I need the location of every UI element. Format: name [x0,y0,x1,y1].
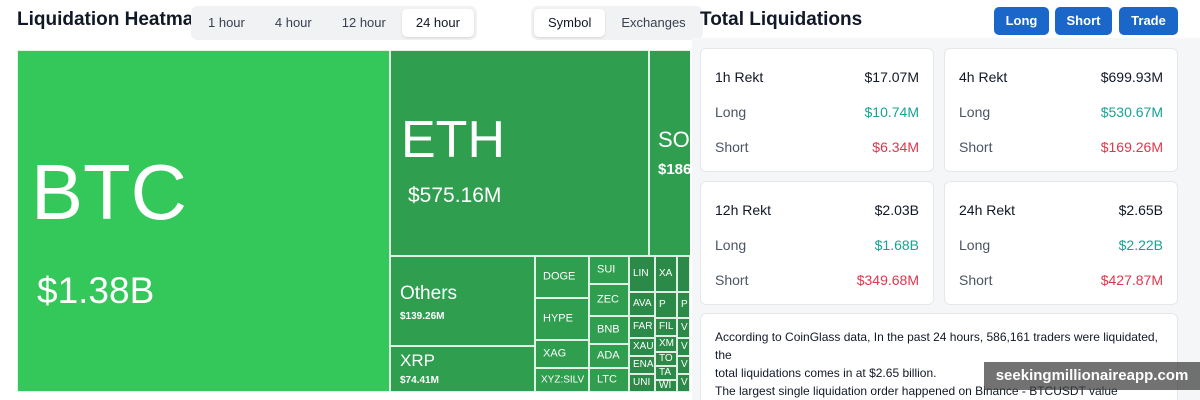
long-button[interactable]: Long [994,7,1049,35]
tile-value: $74.41M [400,375,439,386]
tile-value: $575.16M [408,184,502,207]
heatmap-tile-small[interactable]: AVA [629,292,655,316]
heatmap-tile-sol[interactable]: SOL $186 [649,50,690,256]
heatmap-tile-others[interactable]: Others $139.26M [390,256,535,346]
tab-exchanges[interactable]: Exchanges [621,15,686,30]
view-selector: Symbol Exchanges [531,6,703,40]
heatmap-tile-small[interactable]: P [655,292,677,318]
short-label: Short [715,139,749,155]
heatmap-tile-small[interactable]: WI [655,380,677,392]
tile-value: $186 [658,161,690,178]
long-label: Long [959,104,991,120]
long-value: $10.74M [864,104,919,120]
tab-symbol[interactable]: Symbol [534,9,606,37]
short-label: Short [959,272,993,288]
card-total: $2.65B [1118,202,1163,218]
rekt-card-12h: 12h Rekt $2.03B Long $1.68B Short $349.68M [700,181,934,305]
long-label: Long [959,237,991,253]
heatmap-tile-btc[interactable]: BTC $1.38B [17,50,390,392]
short-label: Short [715,272,749,288]
tab-4-hour[interactable]: 4 hour [274,15,312,30]
watermark: seekingmillionaireapp.com [984,362,1200,390]
heatmap-tile-small[interactable]: HYPE [535,298,589,340]
tile-symbol: BTC [31,148,187,236]
heatmap-tile-small[interactable] [677,256,690,292]
heatmap-tile-small[interactable]: FAR [629,316,655,338]
heatmap-tile-small[interactable]: LIN [629,256,655,292]
heatmap-tile-small[interactable]: XAG [535,340,589,368]
short-button[interactable]: Short [1055,7,1112,35]
heatmap-tile-small[interactable]: FIL [655,318,677,336]
tile-symbol: XRP [400,351,435,370]
card-total: $2.03B [874,202,919,218]
total-liquidations-title: Total Liquidations [700,9,863,30]
short-label: Short [959,139,993,155]
heatmap-tile-small[interactable]: ADA [589,344,629,368]
card-title: 24h Rekt [959,202,1016,218]
heatmap-tile-eth[interactable]: ETH $575.16M [390,50,649,256]
heatmap-tile-small[interactable]: XA [655,256,677,292]
heatmap-tile-small[interactable]: V [677,356,690,374]
trade-button[interactable]: Trade [1119,7,1178,35]
heatmap-tile-small[interactable]: UNI [629,374,655,392]
heatmap-tile-xrp[interactable]: XRP $74.41M [390,346,535,392]
timeframe-selector: 1 hour 4 hour 12 hour 24 hour [191,6,477,40]
card-total: $699.93M [1100,69,1163,85]
heatmap-tile-small[interactable]: V [677,338,690,356]
tile-value: $139.26M [400,311,445,322]
tab-24-hour[interactable]: 24 hour [401,9,474,37]
long-value: $530.67M [1100,104,1163,120]
heatmap-tile-small[interactable]: ZEC [589,284,629,316]
summary-line: total liquidations comes in at $2.65 bil… [715,366,937,380]
heatmap-tile-small[interactable]: SUI [589,256,629,284]
heatmap-tile-small[interactable]: V [677,374,690,392]
tile-symbol: ETH [401,111,505,169]
heatmap-tile-small[interactable]: P [677,292,690,318]
tile-symbol: SOL [658,127,690,152]
summary-line: According to CoinGlass data, In the past… [715,330,1158,362]
heatmap-tile-small[interactable]: XAU [629,338,655,356]
tab-1-hour[interactable]: 1 hour [208,15,245,30]
short-value: $427.87M [1100,272,1163,288]
short-value: $6.34M [872,139,919,155]
rekt-card-1h: 1h Rekt $17.07M Long $10.74M Short $6.34M [700,48,934,172]
heatmap-tile-small[interactable]: BNB [589,316,629,344]
tile-symbol: Others [400,283,458,304]
long-label: Long [715,237,747,253]
long-label: Long [715,104,747,120]
long-value: $1.68B [874,237,919,253]
short-value: $349.68M [856,272,919,288]
heatmap-tile-small[interactable]: DOGE [535,256,589,298]
rekt-card-4h: 4h Rekt $699.93M Long $530.67M Short $169.2… [944,48,1178,172]
tab-12-hour[interactable]: 12 hour [341,15,386,30]
long-value: $2.22B [1118,237,1163,253]
liquidation-heatmap: BTC $1.38B ETH $575.16M SOL $186 Others … [17,50,690,392]
heatmap-title: Liquidation Heatmap [17,9,205,30]
heatmap-tile-small[interactable]: TA [655,366,677,380]
tile-value: $1.38B [37,270,155,311]
heatmap-tile-small[interactable]: LTC [589,368,629,392]
rekt-card-24h: 24h Rekt $2.65B Long $2.22B Short $427.87M [944,181,1178,305]
heatmap-tile-small[interactable]: TO [655,352,677,366]
heatmap-tile-small[interactable]: ENA [629,356,655,374]
heatmap-tile-small[interactable]: XM [655,336,677,352]
heatmap-tile-small[interactable]: V [677,318,690,338]
card-title: 12h Rekt [715,202,772,218]
card-title: 4h Rekt [959,69,1008,85]
short-value: $169.26M [1100,139,1163,155]
card-total: $17.07M [864,69,919,85]
heatmap-tile-small[interactable]: XYZ:SILV [535,368,589,392]
card-title: 1h Rekt [715,69,764,85]
